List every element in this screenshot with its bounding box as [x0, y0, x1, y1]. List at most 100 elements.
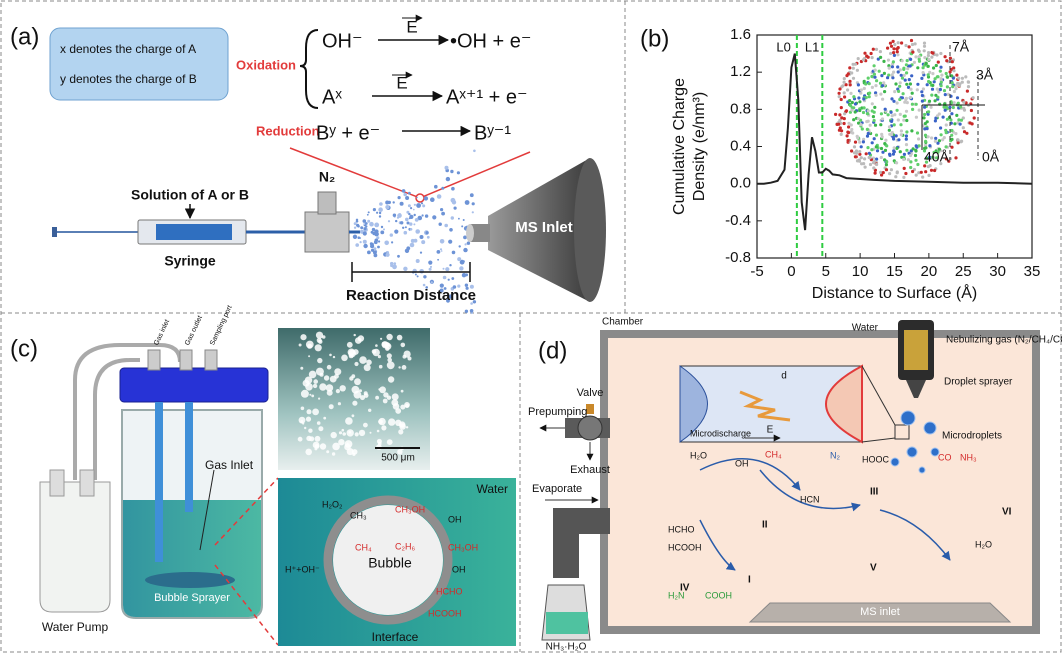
atom: [936, 88, 939, 91]
droplet: [388, 220, 390, 222]
microdroplet: [907, 447, 917, 457]
atom: [932, 66, 935, 69]
atom: [884, 108, 887, 111]
atom: [913, 61, 916, 64]
atom: [924, 170, 927, 173]
species: NH₃: [960, 452, 977, 462]
droplet: [384, 241, 389, 246]
atom: [899, 123, 902, 126]
atom: [900, 41, 903, 44]
y-tick-label: 0.0: [730, 175, 751, 192]
atom: [928, 100, 931, 103]
atom: [890, 133, 893, 136]
atom: [950, 112, 953, 115]
bubble: [354, 362, 358, 366]
droplet: [378, 207, 383, 212]
atom: [897, 138, 900, 141]
x-tick-label: 35: [1024, 263, 1041, 280]
droplet: [420, 235, 424, 239]
droplet: [365, 222, 368, 225]
atom: [944, 93, 947, 96]
atom: [881, 98, 884, 101]
atom: [952, 106, 955, 109]
droplet: [463, 248, 467, 252]
atom: [852, 95, 855, 98]
droplet: [451, 198, 456, 203]
droplet: [437, 194, 442, 199]
droplet: [402, 189, 406, 193]
atom: [902, 176, 905, 179]
droplet: [457, 257, 461, 261]
bubble: [375, 344, 378, 347]
bubble: [332, 452, 335, 455]
atom: [911, 51, 914, 54]
atom: [834, 113, 837, 116]
atom: [918, 109, 921, 112]
droplet: [437, 250, 441, 254]
bubble: [336, 389, 340, 393]
droplet: [379, 212, 381, 214]
atom: [923, 113, 926, 116]
bubble: [401, 390, 404, 393]
bubble: [404, 351, 411, 358]
distance-label: Reaction Distance: [346, 287, 476, 304]
atom: [912, 147, 915, 150]
atom: [945, 59, 948, 62]
atom: [863, 106, 866, 109]
droplet: [354, 227, 356, 229]
atom: [843, 91, 846, 94]
droplet: [410, 243, 415, 248]
valve: [578, 416, 602, 440]
atom: [909, 82, 912, 85]
atom: [934, 119, 937, 122]
bubble: [387, 439, 393, 445]
atom: [953, 122, 956, 125]
water-label: Water: [476, 482, 508, 496]
bubble: [388, 376, 394, 382]
atom: [854, 155, 857, 158]
atom: [854, 102, 857, 105]
droplet: [449, 264, 451, 266]
bubble: [312, 409, 319, 416]
atom: [959, 105, 962, 108]
atom: [893, 90, 896, 93]
atom: [862, 162, 865, 165]
atom: [862, 97, 865, 100]
atom: [910, 39, 913, 42]
droplet: [397, 213, 402, 218]
bubble: [349, 353, 354, 358]
atom: [905, 130, 908, 133]
atom: [963, 130, 966, 133]
atom: [882, 171, 885, 174]
exhaust-label: Exhaust: [570, 464, 610, 476]
reduction-label: Reduction: [256, 123, 320, 138]
atom: [866, 128, 869, 131]
atom: [885, 168, 888, 171]
atom: [916, 163, 919, 166]
x-tick-label: 10: [852, 263, 869, 280]
droplet: [358, 236, 361, 239]
atom: [911, 103, 914, 106]
atom: [873, 76, 876, 79]
bubble: [311, 395, 314, 398]
bubble: [306, 417, 311, 422]
bubble: [338, 439, 344, 445]
droplet: [363, 223, 365, 225]
inset-label: 0Å: [982, 149, 1000, 165]
atom: [858, 109, 861, 112]
droplet: [393, 214, 396, 217]
droplet: [400, 202, 404, 206]
atom: [927, 58, 930, 61]
bubble: [363, 423, 368, 428]
atom: [945, 106, 948, 109]
atom: [892, 60, 895, 63]
atom: [908, 45, 911, 48]
atom: [873, 64, 876, 67]
atom: [944, 55, 947, 58]
bubble: [366, 360, 372, 366]
atom: [905, 71, 908, 74]
atom: [845, 74, 848, 77]
droplet: [472, 202, 475, 205]
atom: [906, 67, 909, 70]
species: C₂H₆: [395, 541, 415, 551]
